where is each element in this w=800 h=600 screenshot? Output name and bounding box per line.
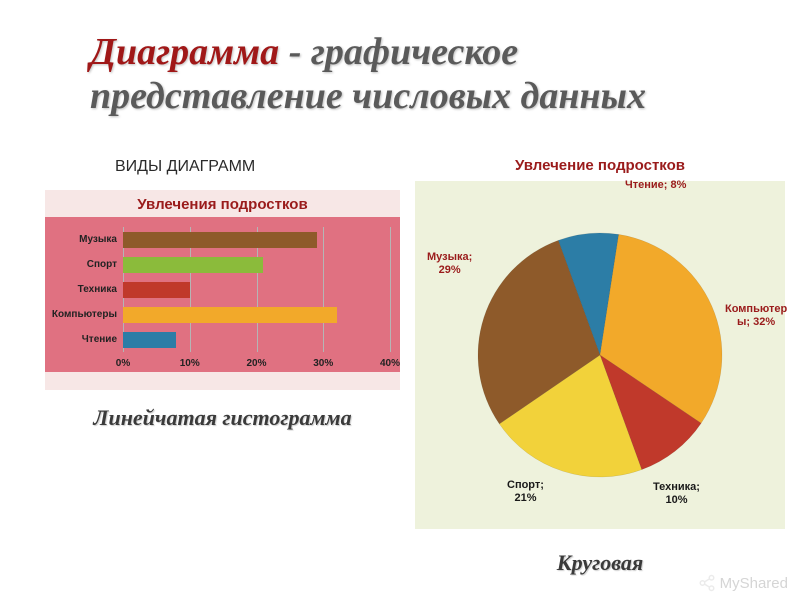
bar-row xyxy=(123,327,390,352)
bar-rect xyxy=(123,332,176,348)
title-emphasis: Диаграмма xyxy=(90,31,279,73)
pie-chart-plot: Чтение; 8% Компьютер ы; 32% Техника; 10% Сп… xyxy=(415,181,785,529)
pie-slice-label: Музыка; 29% xyxy=(427,251,472,276)
pie-slice-label: Чтение; 8% xyxy=(625,179,686,192)
bar-rect xyxy=(123,307,337,323)
bar-chart-caption: Линейчатая гистограмма xyxy=(45,405,400,430)
watermark: MyShared xyxy=(698,574,788,592)
pie-chart-title: Увлечение подростков xyxy=(415,150,785,181)
bar-category-label: Чтение xyxy=(45,334,117,345)
bar-axis-tick-label: 30% xyxy=(313,358,333,369)
slide-title: Диаграмма - графическое представление чи… xyxy=(90,30,740,118)
bar-category-label: Компьютеры xyxy=(45,309,117,320)
bar-gridline xyxy=(390,227,391,352)
bar-axis-tick-label: 20% xyxy=(246,358,266,369)
bar-row xyxy=(123,302,390,327)
bar-category-label: Техника xyxy=(45,284,117,295)
pie-chart-panel: Увлечение подростков Чтение; 8% Компьютер… xyxy=(415,150,785,545)
pie-slice-label: Компьютер ы; 32% xyxy=(725,303,787,328)
bar-chart-title: Увлечения подростков xyxy=(45,190,400,217)
bar-rect xyxy=(123,282,190,298)
share-icon xyxy=(698,574,716,592)
bar-row xyxy=(123,227,390,252)
pie-slice-label: Техника; 10% xyxy=(653,481,700,506)
pie-slice-label: Спорт; 21% xyxy=(507,479,544,504)
bar-row xyxy=(123,277,390,302)
bar-axis-tick-label: 0% xyxy=(116,358,130,369)
watermark-text: MyShared xyxy=(720,575,788,592)
bar-axis-tick-label: 40% xyxy=(380,358,400,369)
bar-category-label: Музыка xyxy=(45,234,117,245)
section-subhead: ВИДЫ ДИАГРАММ xyxy=(115,158,255,176)
pie-svg xyxy=(474,229,726,481)
pie-chart-caption: Круговая xyxy=(415,550,785,576)
bar-chart-panel: Увлечения подростков 0% 10% 20% 30% 40% Музык… xyxy=(45,190,400,390)
bar-rect xyxy=(123,257,263,273)
bar-chart-plot: 0% 10% 20% 30% 40% Музыка Спорт Техника Компьюте… xyxy=(45,217,400,372)
bar-rect xyxy=(123,232,317,248)
bar-category-label: Спорт xyxy=(45,259,117,270)
bar-axis-tick-label: 10% xyxy=(180,358,200,369)
bar-row xyxy=(123,252,390,277)
